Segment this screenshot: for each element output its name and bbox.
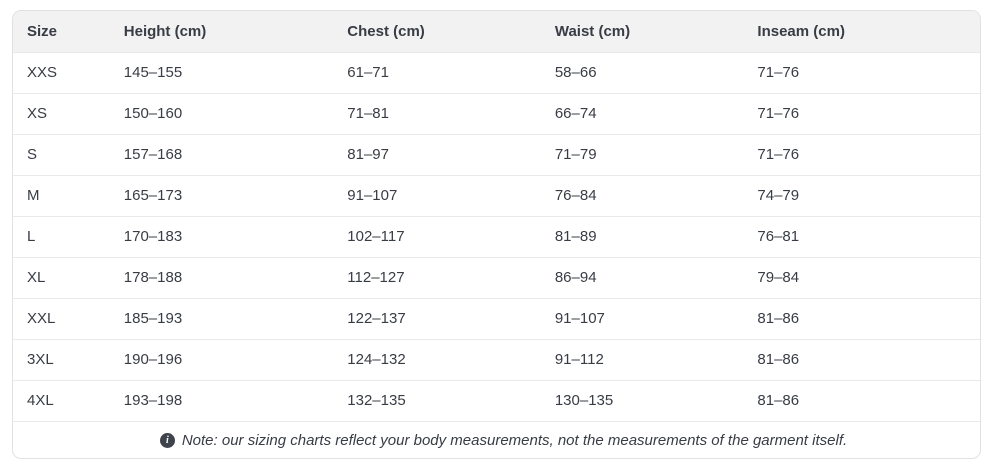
table-footer: i Note: our sizing charts reflect your b… (13, 420, 980, 458)
waist-cell: 86–94 (554, 256, 758, 298)
waist-cell: 76–84 (554, 174, 758, 216)
table-row: XL 178–188 112–127 86–94 79–84 (13, 256, 980, 298)
waist-cell: 91–107 (554, 297, 758, 339)
chest-cell: 91–107 (347, 174, 555, 216)
column-header-size: Size (13, 11, 124, 52)
chest-cell: 71–81 (347, 92, 555, 134)
size-cell: 3XL (13, 338, 124, 380)
height-cell: 165–173 (123, 174, 348, 216)
chest-cell: 61–71 (347, 51, 555, 93)
size-cell: XXS (13, 51, 124, 93)
inseam-cell: 81–86 (757, 379, 980, 421)
size-cell: XS (13, 92, 124, 134)
info-icon: i (159, 433, 175, 449)
sizing-chart-table: Size Height (cm) Chest (cm) Waist (cm) I… (13, 11, 980, 458)
inseam-cell: 71–76 (757, 92, 980, 134)
size-cell: 4XL (13, 379, 124, 421)
table-row: 3XL 190–196 124–132 91–112 81–86 (13, 338, 980, 380)
header-row: Size Height (cm) Chest (cm) Waist (cm) I… (13, 11, 980, 52)
size-cell: S (13, 133, 124, 175)
table-row: 4XL 193–198 132–135 130–135 81–86 (13, 379, 980, 421)
inseam-cell: 79–84 (757, 256, 980, 298)
chest-cell: 124–132 (347, 338, 555, 380)
height-cell: 193–198 (123, 379, 348, 421)
inseam-cell: 81–86 (757, 338, 980, 380)
size-cell: L (13, 215, 124, 257)
table-row: XXL 185–193 122–137 91–107 81–86 (13, 297, 980, 339)
note-cell: i Note: our sizing charts reflect your b… (13, 420, 980, 458)
size-cell: XXL (13, 297, 124, 339)
waist-cell: 91–112 (554, 338, 758, 380)
chest-cell: 132–135 (347, 379, 555, 421)
chest-cell: 122–137 (347, 297, 555, 339)
inseam-cell: 71–76 (757, 51, 980, 93)
height-cell: 185–193 (123, 297, 348, 339)
size-cell: XL (13, 256, 124, 298)
height-cell: 178–188 (123, 256, 348, 298)
table-body: XXS 145–155 61–71 58–66 71–76 XS 150–160 71–81 6… (13, 51, 980, 421)
table-row: S 157–168 81–97 71–79 71–76 (13, 133, 980, 175)
waist-cell: 81–89 (554, 215, 758, 257)
height-cell: 190–196 (123, 338, 348, 380)
note-row: i Note: our sizing charts reflect your b… (13, 420, 980, 458)
table-header: Size Height (cm) Chest (cm) Waist (cm) I… (13, 11, 980, 52)
note-text: Note: our sizing charts reflect your bod… (181, 432, 848, 450)
height-cell: 150–160 (123, 92, 348, 134)
sizing-chart-card: Size Height (cm) Chest (cm) Waist (cm) I… (12, 10, 981, 459)
column-header-height: Height (cm) (123, 11, 348, 52)
column-header-waist: Waist (cm) (554, 11, 758, 52)
table-row: XS 150–160 71–81 66–74 71–76 (13, 92, 980, 134)
height-cell: 170–183 (123, 215, 348, 257)
waist-cell: 58–66 (554, 51, 758, 93)
table-row: M 165–173 91–107 76–84 74–79 (13, 174, 980, 216)
inseam-cell: 71–76 (757, 133, 980, 175)
inseam-cell: 81–86 (757, 297, 980, 339)
column-header-inseam: Inseam (cm) (757, 11, 980, 52)
inseam-cell: 74–79 (757, 174, 980, 216)
size-cell: M (13, 174, 124, 216)
chest-cell: 112–127 (347, 256, 555, 298)
table-row: XXS 145–155 61–71 58–66 71–76 (13, 51, 980, 93)
chest-cell: 81–97 (347, 133, 555, 175)
table-row: L 170–183 102–117 81–89 76–81 (13, 215, 980, 257)
height-cell: 157–168 (123, 133, 348, 175)
chest-cell: 102–117 (347, 215, 555, 257)
column-header-chest: Chest (cm) (347, 11, 555, 52)
waist-cell: 66–74 (554, 92, 758, 134)
inseam-cell: 76–81 (757, 215, 980, 257)
waist-cell: 130–135 (554, 379, 758, 421)
waist-cell: 71–79 (554, 133, 758, 175)
note: i Note: our sizing charts reflect your b… (159, 432, 848, 450)
height-cell: 145–155 (123, 51, 348, 93)
